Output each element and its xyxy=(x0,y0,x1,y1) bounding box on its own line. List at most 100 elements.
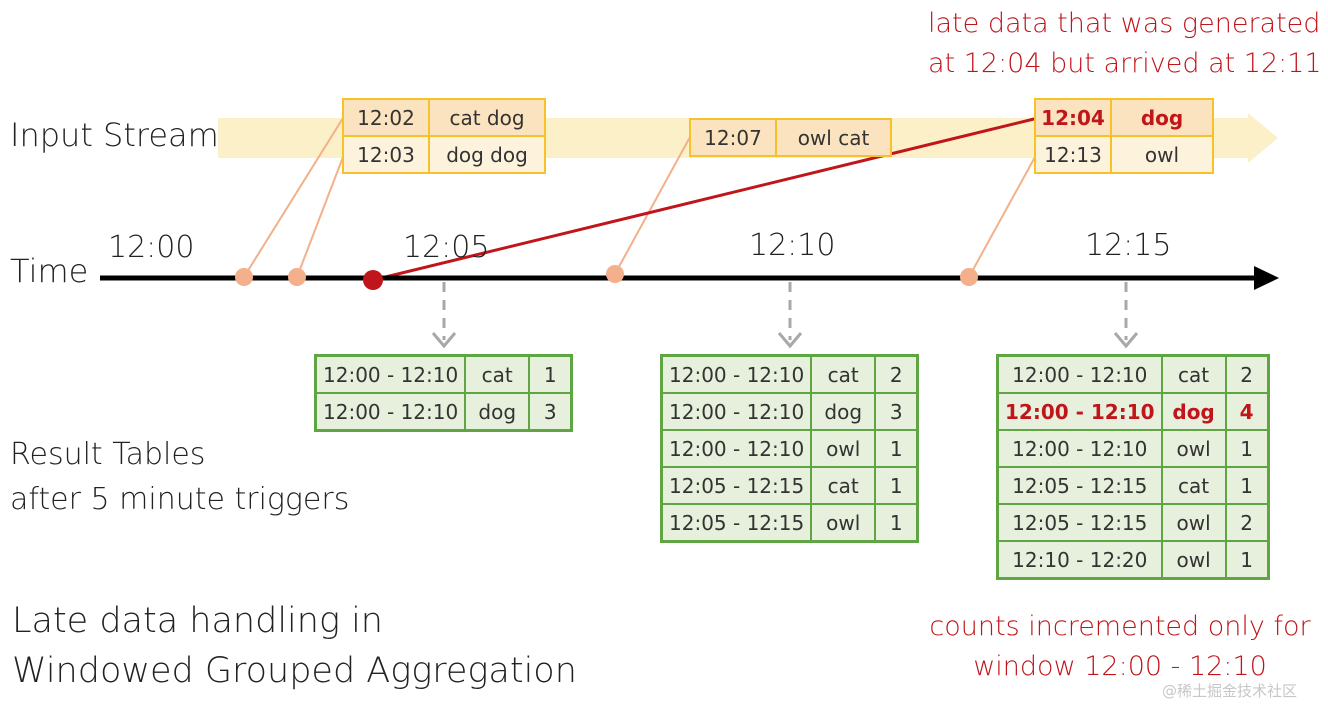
table-row: 12:00 - 12:10 cat 2 xyxy=(996,354,1270,394)
event-row: 12:03 dog dog xyxy=(342,135,546,174)
window-cell: 12:05 - 12:15 xyxy=(660,466,813,505)
word-cell: owl xyxy=(1160,540,1227,580)
connector-late-1204 xyxy=(372,116,1039,282)
event-words: owl xyxy=(1110,135,1214,174)
word-cell: cat xyxy=(810,354,877,394)
event-dot-1202 xyxy=(235,268,253,286)
time-axis-arrowhead xyxy=(1254,266,1279,290)
event-time: 12:13 xyxy=(1034,135,1112,174)
table-row-updated: 12:00 - 12:10 dog 4 xyxy=(996,392,1270,431)
input-stream-arrowhead xyxy=(1248,113,1278,163)
window-cell: 12:00 - 12:10 xyxy=(314,354,467,394)
count-cell: 1 xyxy=(874,466,919,505)
table-row: 12:05 - 12:15 cat 1 xyxy=(660,466,919,505)
diagram-title-line1: Late data handling in xyxy=(12,601,383,641)
count-cell: 4 xyxy=(1224,392,1270,431)
event-row: 12:02 cat dog xyxy=(342,98,546,137)
count-cell: 1 xyxy=(1224,466,1270,505)
table-row: 12:00 - 12:10 cat 2 xyxy=(660,354,919,394)
window-cell: 12:00 - 12:10 xyxy=(660,354,813,394)
word-cell: owl xyxy=(810,429,877,468)
count-cell: 1 xyxy=(1224,429,1270,468)
event-time: 12:02 xyxy=(342,98,430,137)
table-row: 12:05 - 12:15 owl 2 xyxy=(996,503,1270,542)
result-table-1215: 12:00 - 12:10 cat 2 12:00 - 12:10 dog 4 … xyxy=(996,354,1270,580)
window-cell: 12:10 - 12:20 xyxy=(996,540,1163,580)
tick-label-1205: 12:05 xyxy=(403,230,490,265)
table-row: 12:00 - 12:10 owl 1 xyxy=(660,429,919,468)
event-batch-3: 12:04 dog 12:13 owl xyxy=(1034,98,1214,174)
word-cell: cat xyxy=(810,466,877,505)
event-words: dog dog xyxy=(428,135,546,174)
event-dot-late-1204 xyxy=(363,270,383,290)
event-dot-1203 xyxy=(288,268,306,286)
table-row: 12:05 - 12:15 owl 1 xyxy=(660,503,919,543)
late-annotation-line2: at 12:04 but arrived at 12:11 xyxy=(928,48,1322,79)
event-dot-1213 xyxy=(960,268,978,286)
window-cell: 12:05 - 12:15 xyxy=(660,503,813,543)
diagram-title-line2: Windowed Grouped Aggregation xyxy=(12,651,577,691)
result-tables-label: Result Tables xyxy=(10,437,206,472)
event-words: owl cat xyxy=(775,118,892,157)
table-row: 12:10 - 12:20 owl 1 xyxy=(996,540,1270,580)
window-cell: 12:05 - 12:15 xyxy=(996,503,1163,542)
connector-1202 xyxy=(243,117,344,278)
word-cell: cat xyxy=(464,354,531,394)
input-stream-label: Input Stream xyxy=(10,116,219,154)
window-cell: 12:00 - 12:10 xyxy=(996,354,1163,394)
tick-label-1210: 12:10 xyxy=(749,228,836,263)
count-cell: 3 xyxy=(874,392,919,431)
event-words: cat dog xyxy=(428,98,546,137)
count-cell: 3 xyxy=(528,392,573,432)
count-cell: 1 xyxy=(874,429,919,468)
late-annotation-line1: late data that was generated xyxy=(928,8,1321,39)
result-table-1210: 12:00 - 12:10 cat 2 12:00 - 12:10 dog 3 … xyxy=(660,354,920,543)
event-row: 12:07 owl cat xyxy=(689,118,892,157)
event-row-late: 12:04 dog xyxy=(1034,98,1214,137)
table-row: 12:00 - 12:10 cat 1 xyxy=(314,354,573,394)
event-time: 12:03 xyxy=(342,135,430,174)
window-cell: 12:00 - 12:10 xyxy=(314,392,467,432)
table-row: 12:00 - 12:10 dog 3 xyxy=(314,392,573,432)
counts-annotation: counts incremented only for window 12:00… xyxy=(920,607,1320,687)
table-row: 12:00 - 12:10 owl 1 xyxy=(996,429,1270,468)
event-time-late: 12:04 xyxy=(1034,98,1112,137)
word-cell: dog xyxy=(1160,392,1227,431)
table-row: 12:05 - 12:15 cat 1 xyxy=(996,466,1270,505)
window-cell: 12:00 - 12:10 xyxy=(660,392,813,431)
connector-1207 xyxy=(614,136,691,275)
connector-1213 xyxy=(968,156,1036,278)
counts-annotation-line2: window 12:00 - 12:10 xyxy=(973,651,1267,682)
window-cell: 12:05 - 12:15 xyxy=(996,466,1163,505)
word-cell: owl xyxy=(1160,429,1227,468)
count-cell: 2 xyxy=(1224,354,1270,394)
connector-1203 xyxy=(296,156,344,278)
result-tables-sublabel: after 5 minute triggers xyxy=(10,482,350,517)
count-cell: 2 xyxy=(874,354,919,394)
event-words-late: dog xyxy=(1110,98,1214,137)
window-cell: 12:00 - 12:10 xyxy=(996,429,1163,468)
table-row: 12:00 - 12:10 dog 3 xyxy=(660,392,919,431)
counts-annotation-line1: counts incremented only for xyxy=(929,611,1311,642)
time-label: Time xyxy=(10,252,89,290)
tick-label-1215: 12:15 xyxy=(1085,228,1172,263)
trigger-arrow-1210 xyxy=(777,282,803,349)
watermark: @稀土掘金技术社区 xyxy=(1162,682,1298,700)
window-cell: 12:00 - 12:10 xyxy=(660,429,813,468)
result-table-1205: 12:00 - 12:10 cat 1 12:00 - 12:10 dog 3 xyxy=(314,354,574,432)
tick-label-1200: 12:00 xyxy=(108,230,195,265)
trigger-arrow-1205 xyxy=(431,282,457,349)
count-cell: 1 xyxy=(874,503,919,543)
count-cell: 1 xyxy=(528,354,573,394)
event-row: 12:13 owl xyxy=(1034,135,1214,174)
trigger-arrow-1215 xyxy=(1113,282,1139,349)
window-cell: 12:00 - 12:10 xyxy=(996,392,1163,431)
late-data-annotation: late data that was generated at 12:04 bu… xyxy=(928,4,1322,84)
event-batch-2: 12:07 owl cat xyxy=(689,118,892,157)
event-time: 12:07 xyxy=(689,118,777,157)
word-cell: dog xyxy=(464,392,531,432)
count-cell: 2 xyxy=(1224,503,1270,542)
word-cell: dog xyxy=(810,392,877,431)
word-cell: cat xyxy=(1160,354,1227,394)
